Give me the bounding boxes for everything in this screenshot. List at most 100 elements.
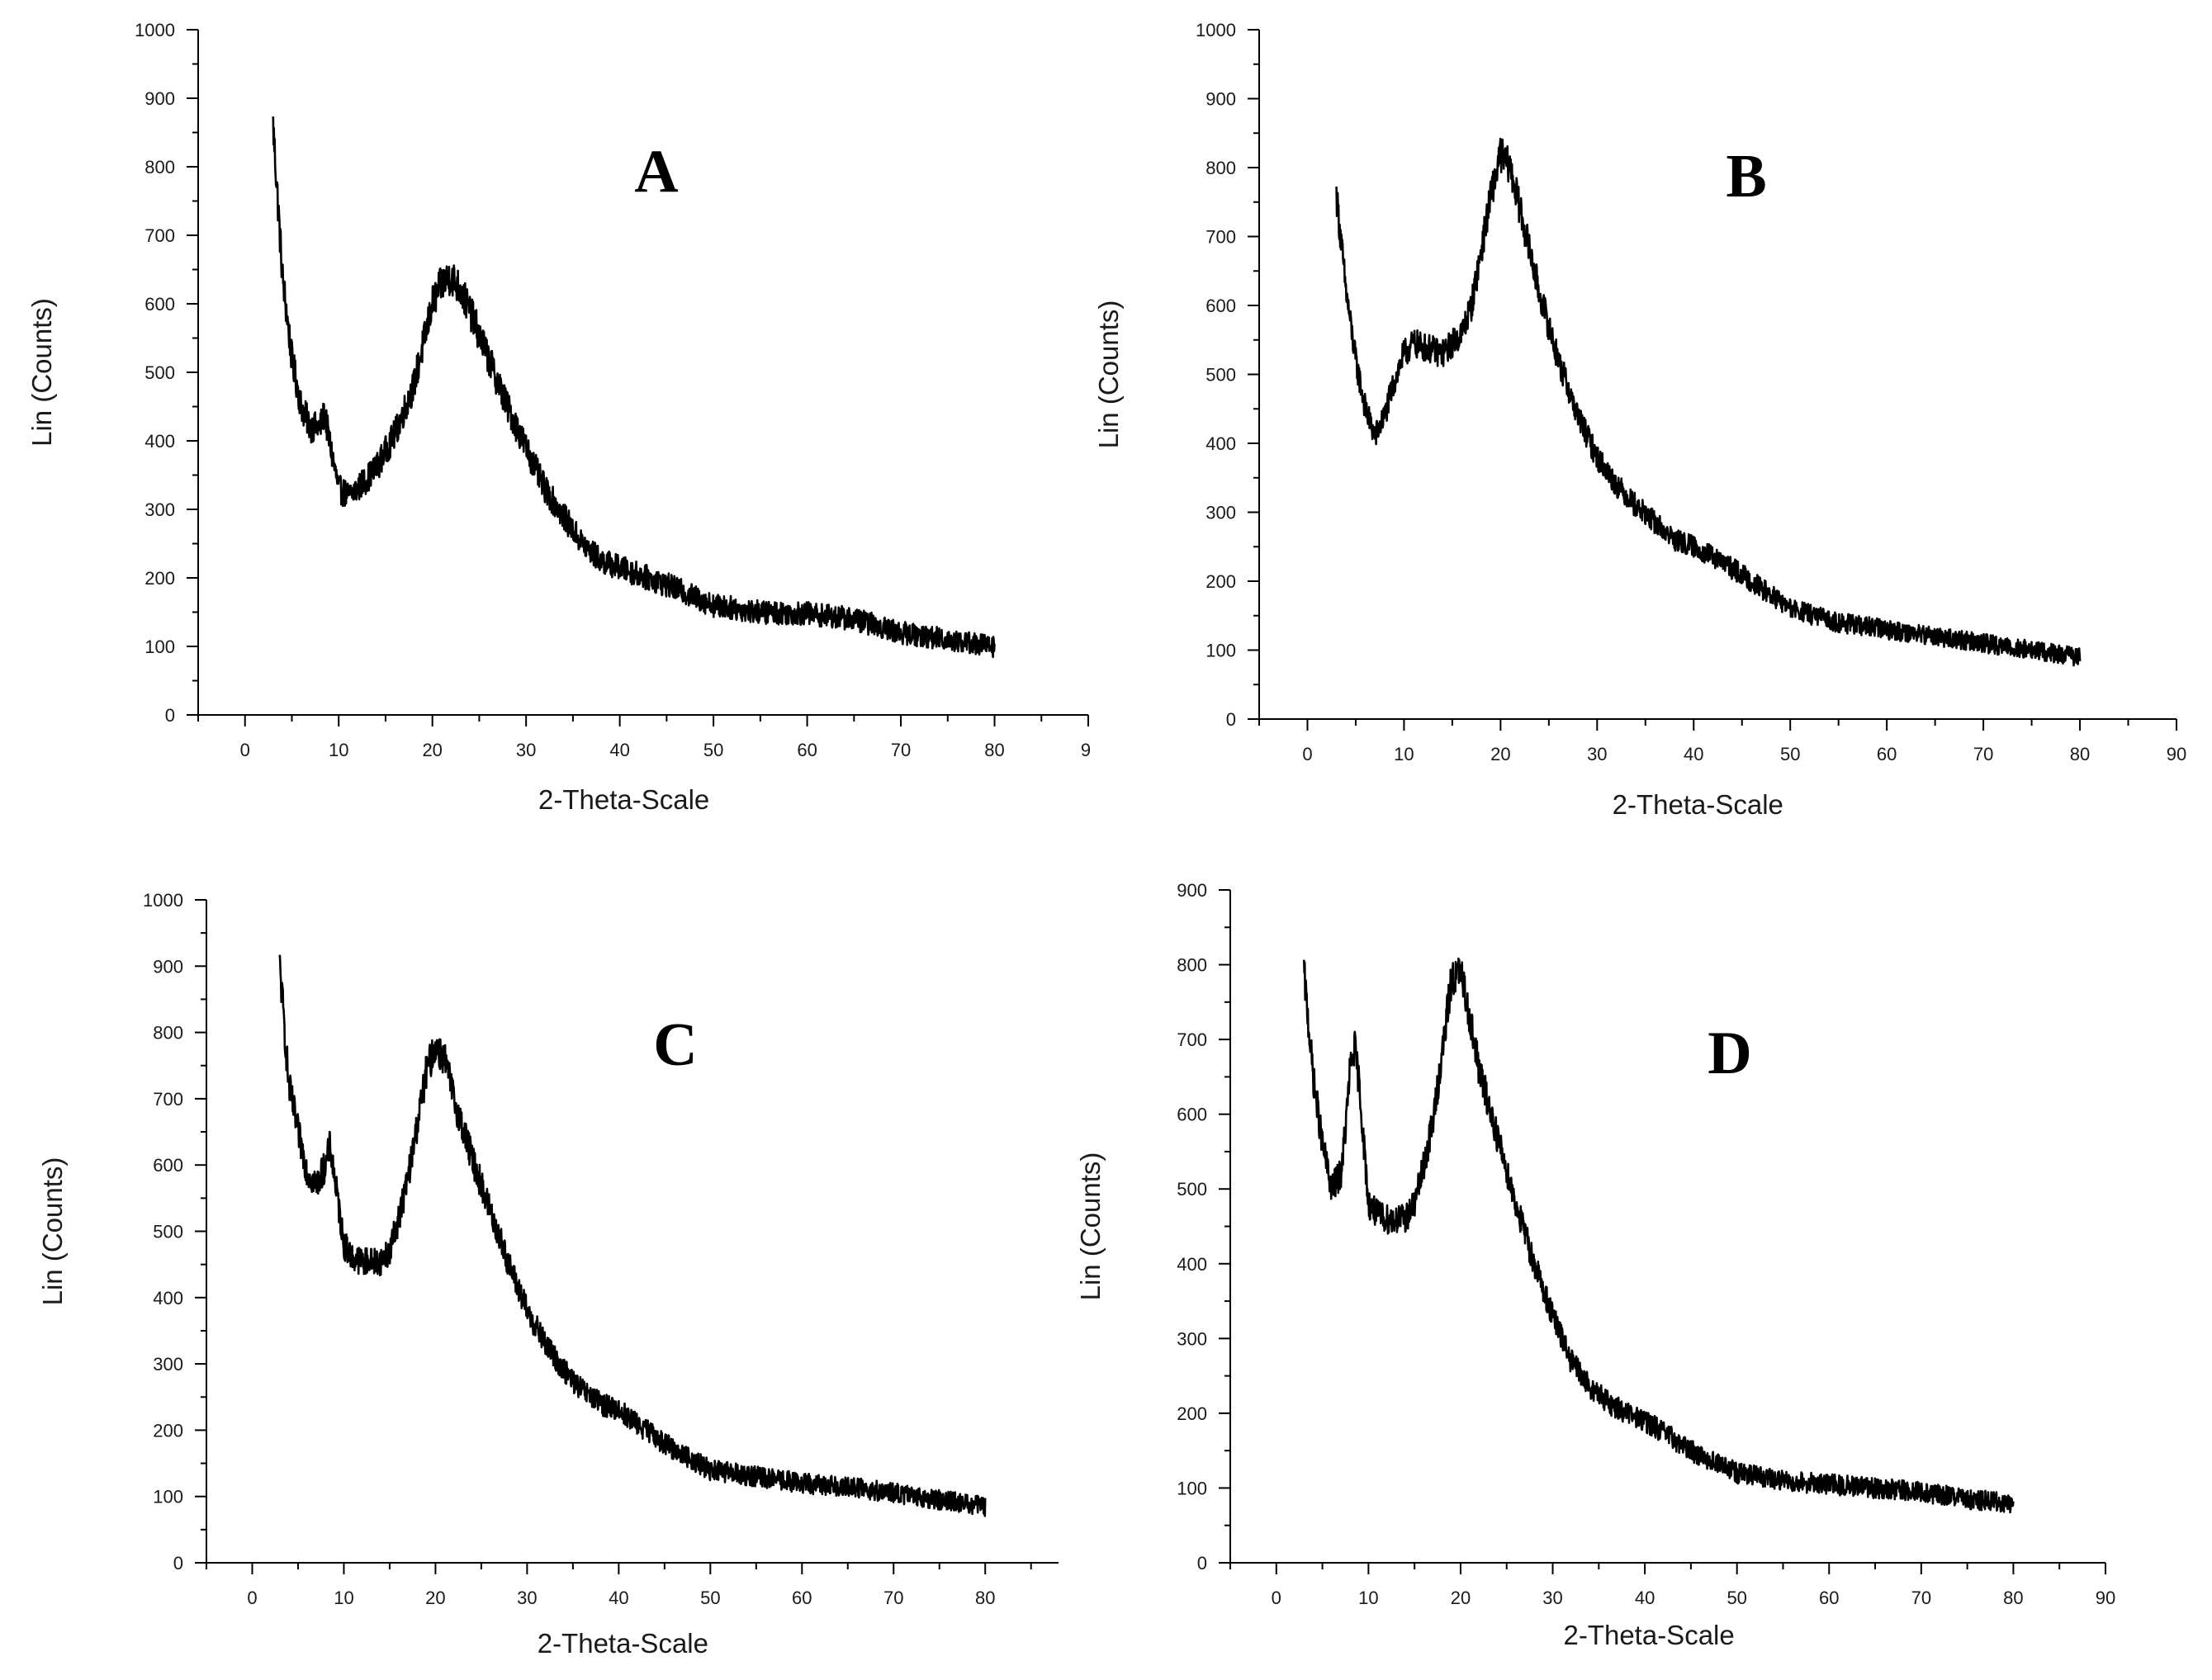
x-tick-label: 60 (1819, 1588, 1839, 1608)
y-tick-label: 600 (1177, 1105, 1207, 1125)
xrd-series-line (1303, 957, 2015, 1514)
x-tick-label-clipped: 9 (1081, 740, 1091, 760)
y-tick-label: 500 (1205, 365, 1236, 386)
x-tick-label: 80 (975, 1588, 995, 1608)
panel-label: C (653, 1011, 697, 1079)
y-tick-label: 500 (153, 1222, 183, 1242)
y-tick-label: 1000 (1196, 20, 1236, 40)
y-tick-label: 1000 (135, 20, 175, 40)
y-tick-label: 200 (1205, 571, 1236, 592)
y-tick-label: 100 (144, 637, 175, 657)
x-tick-label: 70 (1911, 1588, 1931, 1608)
x-tick-label: 80 (2070, 744, 2090, 764)
y-tick-label: 700 (153, 1089, 183, 1110)
xrd-series-line (278, 954, 987, 1517)
y-tick-label: 1000 (143, 890, 183, 911)
x-tick-label: 60 (797, 740, 817, 760)
y-tick-label: 300 (153, 1354, 183, 1375)
y-tick-label: 500 (1177, 1179, 1207, 1200)
y-tick-label: 100 (153, 1487, 183, 1507)
x-tick-label: 90 (2167, 744, 2186, 764)
x-tick-label: 10 (334, 1588, 353, 1608)
x-axis-title: 2-Theta-Scale (538, 784, 709, 815)
panel-label: D (1708, 1020, 1751, 1087)
x-tick-label: 80 (2003, 1588, 2023, 1608)
x-tick-label: 40 (1635, 1588, 1655, 1608)
panel-label: B (1726, 143, 1766, 211)
y-tick-label: 200 (1177, 1403, 1207, 1424)
x-tick-label: 50 (1780, 744, 1800, 764)
x-tick-label: 50 (703, 740, 723, 760)
x-tick-label: 20 (425, 1588, 445, 1608)
x-tick-label: 30 (1542, 1588, 1562, 1608)
y-axis-title: Lin (Counts) (1093, 301, 1124, 449)
y-tick-label: 400 (144, 431, 175, 452)
y-tick-label: 800 (1177, 955, 1207, 976)
y-axis-title: Lin (Counts) (1075, 1152, 1106, 1301)
x-tick-label: 10 (1394, 744, 1414, 764)
y-tick-label: 800 (153, 1023, 183, 1043)
x-tick-label: 40 (609, 1588, 628, 1608)
y-tick-label: 600 (153, 1155, 183, 1176)
y-tick-label: 600 (1205, 296, 1236, 316)
x-tick-label: 40 (609, 740, 629, 760)
xrd-series-line (1335, 137, 2082, 667)
x-tick-label: 60 (792, 1588, 812, 1608)
y-tick-label: 400 (153, 1288, 183, 1309)
x-tick-label: 70 (883, 1588, 903, 1608)
y-tick-label: 800 (1205, 158, 1236, 178)
x-tick-label: 60 (1877, 744, 1897, 764)
y-tick-label: 400 (1205, 433, 1236, 454)
x-axis-title: 2-Theta-Scale (538, 1628, 708, 1659)
x-tick-label: 0 (1272, 1588, 1281, 1608)
chart-panel-b: 0 100 200 300 400 500 600 700 800 900 1000 0 10 20 30 4… (1093, 20, 2186, 820)
y-tick-label: 900 (153, 956, 183, 977)
x-tick-label: 80 (984, 740, 1004, 760)
x-tick-label: 40 (1684, 744, 1703, 764)
y-tick-label: 300 (144, 499, 175, 520)
y-tick-label: 300 (1205, 503, 1236, 523)
xrd-series-line (272, 116, 996, 659)
x-tick-label: 0 (1302, 744, 1312, 764)
y-tick-label: 0 (173, 1553, 183, 1574)
y-tick-label: 700 (144, 225, 175, 246)
y-tick-label: 0 (1226, 709, 1236, 730)
y-tick-label: 700 (1205, 227, 1236, 248)
x-tick-label: 20 (1451, 1588, 1471, 1608)
y-tick-label: 400 (1177, 1254, 1207, 1275)
y-axis-title: Lin (Counts) (26, 298, 57, 447)
x-tick-label: 0 (247, 1588, 257, 1608)
x-axis-title: 2-Theta-Scale (1613, 789, 1783, 820)
y-tick-label: 600 (144, 294, 175, 315)
y-tick-label: 100 (1205, 641, 1236, 661)
chart-panel-c: 0 100 200 300 400 500 600 700 800 900 1000 0 10 20 30 4… (37, 890, 1059, 1659)
panel-label: A (634, 138, 678, 206)
x-tick-label: 20 (422, 740, 442, 760)
x-tick-label: 50 (1726, 1588, 1746, 1608)
y-tick-label: 900 (1177, 880, 1207, 901)
x-tick-label: 30 (516, 740, 536, 760)
x-tick-label: 30 (1587, 744, 1607, 764)
y-tick-label: 200 (144, 568, 175, 589)
x-tick-label: 10 (1358, 1588, 1378, 1608)
y-tick-label: 700 (1177, 1029, 1207, 1050)
x-tick-label: 30 (517, 1588, 537, 1608)
y-tick-label: 100 (1177, 1478, 1207, 1498)
x-tick-label: 50 (700, 1588, 720, 1608)
y-tick-label: 0 (165, 705, 175, 726)
y-tick-label: 500 (144, 362, 175, 383)
y-tick-label: 900 (1205, 89, 1236, 110)
y-tick-label: 300 (1177, 1328, 1207, 1349)
chart-panel-a: 0 100 200 300 400 500 600 700 800 900 1000 0 10 20 30 4… (26, 20, 1091, 815)
x-tick-label: 90 (2096, 1588, 2115, 1608)
x-tick-label: 20 (1490, 744, 1510, 764)
y-tick-label: 0 (1197, 1553, 1207, 1574)
y-axis-title: Lin (Counts) (37, 1157, 68, 1306)
y-tick-label: 200 (153, 1420, 183, 1441)
chart-panel-d: 0 100 200 300 400 500 600 700 800 900 0 10 20 30 40 50 6… (1075, 880, 2115, 1650)
x-tick-label: 0 (240, 740, 250, 760)
y-tick-label: 900 (144, 88, 175, 109)
x-tick-label: 10 (329, 740, 348, 760)
x-axis-title: 2-Theta-Scale (1563, 1620, 1734, 1650)
